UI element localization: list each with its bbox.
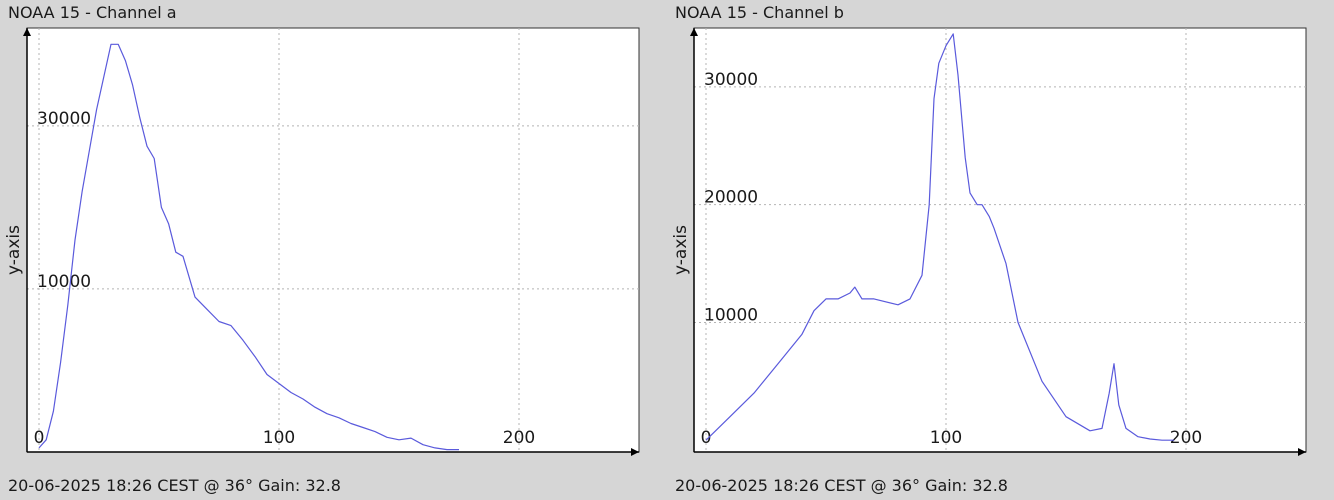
- y-axis-label: y-axis: [4, 225, 24, 275]
- x-axis-arrow: [631, 448, 639, 456]
- x-axis-arrow: [1298, 448, 1306, 456]
- chart-title: NOAA 15 - Channel b: [675, 3, 844, 22]
- chart-footer: 20-06-2025 18:26 CEST @ 36° Gain: 32.8: [8, 476, 341, 495]
- chart-title: NOAA 15 - Channel a: [8, 3, 177, 22]
- series-line-0: [38, 43, 459, 451]
- x-tick-label: 0: [34, 428, 45, 448]
- chart-footer: 20-06-2025 18:26 CEST @ 36° Gain: 32.8: [675, 476, 1008, 495]
- chart-b-plot: 0 100 200 10000 20000 30000 y-axis: [671, 27, 1307, 456]
- x-tick-label: 0: [701, 428, 712, 448]
- chart-panel-channel-b: NOAA 15 - Channel b 0 100 200 10000 20000 300…: [667, 0, 1334, 500]
- x-tick-label: 200: [1170, 428, 1202, 448]
- plot-area: [693, 27, 1307, 453]
- y-tick-label: 30000: [37, 109, 91, 129]
- series-line-0: [705, 33, 1174, 441]
- y-tick-label: 20000: [704, 188, 758, 208]
- x-tick-label: 200: [503, 428, 535, 448]
- y-axis-label: y-axis: [671, 225, 691, 275]
- y-tick-label: 10000: [704, 305, 758, 325]
- plot-area: [26, 27, 640, 453]
- x-tick-label: 100: [930, 428, 962, 448]
- y-axis-arrow: [690, 28, 698, 36]
- chart-a-plot: 0 100 200 10000 30000 y-axis: [4, 27, 640, 456]
- y-tick-label: 10000: [37, 272, 91, 292]
- chart-panel-channel-a: NOAA 15 - Channel a 0 100 200 10000 30000 y-a…: [0, 0, 660, 500]
- y-axis-arrow: [23, 28, 31, 36]
- x-tick-label: 100: [263, 428, 295, 448]
- y-tick-label: 30000: [704, 70, 758, 90]
